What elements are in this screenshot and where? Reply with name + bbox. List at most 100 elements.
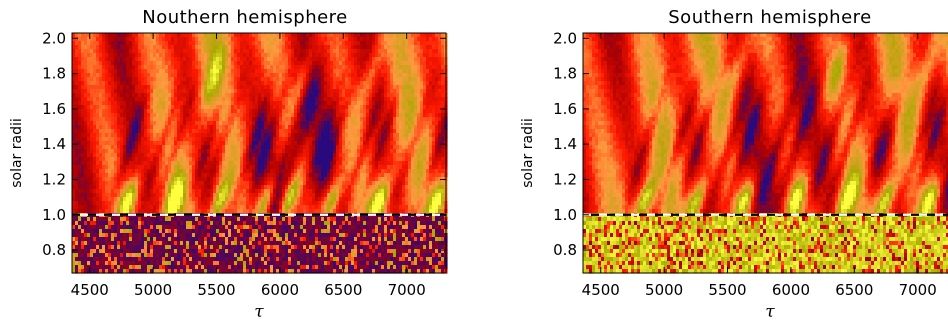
heatmap-cell bbox=[303, 33, 307, 38]
heatmap-cell bbox=[153, 41, 157, 46]
heatmap-cell bbox=[324, 33, 328, 38]
heatmap-cell bbox=[339, 53, 343, 58]
heatmap-cell bbox=[369, 53, 373, 58]
heatmap-cell bbox=[99, 49, 103, 54]
heatmap-cell bbox=[222, 41, 226, 46]
heatmap-cell bbox=[306, 41, 310, 46]
heatmap-cell bbox=[420, 37, 424, 42]
heatmap-cell bbox=[357, 45, 361, 50]
heatmap-cell bbox=[72, 33, 76, 38]
heatmap-cell bbox=[87, 33, 91, 38]
heatmap-cell bbox=[276, 49, 280, 54]
heatmap-cell bbox=[96, 45, 100, 50]
heatmap-cell bbox=[366, 33, 370, 38]
heatmap-cell bbox=[339, 33, 343, 38]
heatmap-cell bbox=[348, 37, 352, 42]
heatmap-cell bbox=[123, 33, 127, 38]
heatmap-cell bbox=[396, 33, 400, 38]
heatmap-cell bbox=[285, 45, 289, 50]
heatmap-cell bbox=[297, 33, 301, 38]
heatmap-cell bbox=[114, 33, 118, 38]
heatmap-cell bbox=[159, 37, 163, 42]
heatmap-cell bbox=[102, 57, 106, 62]
heatmap-cell bbox=[132, 49, 136, 54]
heatmap-cell bbox=[300, 53, 304, 58]
heatmap-cell bbox=[219, 41, 223, 46]
heatmap-cell bbox=[168, 45, 172, 50]
heatmap-cell bbox=[312, 37, 316, 42]
heatmap-cell bbox=[189, 37, 193, 42]
heatmap-cell bbox=[288, 41, 292, 46]
heatmap-cell bbox=[345, 49, 349, 54]
heatmap-cell bbox=[306, 45, 310, 50]
heatmap-cell bbox=[267, 45, 271, 50]
heatmap-cell bbox=[417, 49, 421, 54]
heatmap-cell bbox=[216, 49, 220, 54]
heatmap-cell bbox=[288, 45, 292, 50]
heatmap-cell bbox=[330, 33, 334, 38]
heatmap-cell bbox=[399, 53, 403, 58]
heatmap-cell bbox=[405, 53, 409, 58]
heatmap-cell bbox=[402, 37, 406, 42]
heatmap-cell bbox=[366, 53, 370, 58]
heatmap-cell bbox=[93, 45, 97, 50]
heatmap-cell bbox=[288, 33, 292, 38]
heatmap-cell bbox=[96, 49, 100, 54]
heatmap-cell bbox=[342, 45, 346, 50]
heatmap-cell bbox=[234, 45, 238, 50]
heatmap-cell bbox=[204, 53, 208, 58]
heatmap-cell bbox=[285, 49, 289, 54]
heatmap-cell bbox=[399, 41, 403, 46]
heatmap-cell bbox=[93, 37, 97, 42]
heatmap-cell bbox=[315, 33, 319, 38]
heatmap-cell bbox=[150, 45, 154, 50]
heatmap-cell bbox=[402, 45, 406, 50]
heatmap-cell bbox=[237, 53, 241, 58]
heatmap-cell bbox=[150, 49, 154, 54]
heatmap-cell bbox=[384, 33, 388, 38]
heatmap-cell bbox=[132, 41, 136, 46]
heatmap-cell bbox=[180, 37, 184, 42]
heatmap-cell bbox=[381, 45, 385, 50]
heatmap-cell bbox=[279, 49, 283, 54]
heatmap-cell bbox=[369, 41, 373, 46]
heatmap-cell bbox=[315, 49, 319, 54]
heatmap-cell bbox=[189, 33, 193, 38]
heatmap-cell bbox=[312, 49, 316, 54]
heatmap-cell bbox=[294, 53, 298, 58]
heatmap-cell bbox=[342, 41, 346, 46]
heatmap-cell bbox=[300, 33, 304, 38]
heatmap-cell bbox=[117, 33, 121, 38]
heatmap-cell bbox=[105, 53, 109, 58]
heatmap-cell bbox=[327, 45, 331, 50]
heatmap-cell bbox=[423, 53, 427, 58]
heatmap-cell bbox=[177, 45, 181, 50]
heatmap-cell bbox=[225, 33, 229, 38]
heatmap-cell bbox=[399, 45, 403, 50]
heatmap-cell bbox=[78, 41, 82, 46]
heatmap-cell bbox=[246, 53, 250, 58]
heatmap-cell bbox=[252, 41, 256, 46]
heatmap-cell bbox=[303, 45, 307, 50]
heatmap-cell bbox=[210, 49, 214, 54]
heatmap-cell bbox=[423, 49, 427, 54]
heatmap-cell bbox=[108, 53, 112, 58]
heatmap-cell bbox=[246, 49, 250, 54]
heatmap-cell bbox=[372, 37, 376, 42]
heatmap-cell bbox=[252, 45, 256, 50]
heatmap-cell bbox=[228, 33, 232, 38]
heatmap-cell bbox=[390, 41, 394, 46]
heatmap-cell bbox=[237, 33, 241, 38]
heatmap-cell bbox=[267, 33, 271, 38]
heatmap-cell bbox=[270, 45, 274, 50]
heatmap-cell bbox=[123, 41, 127, 46]
heatmap-cell bbox=[108, 45, 112, 50]
heatmap-cell bbox=[243, 49, 247, 54]
heatmap-cell bbox=[141, 49, 145, 54]
heatmap-cell bbox=[84, 45, 88, 50]
heatmap-cell bbox=[126, 37, 130, 42]
heatmap-cell bbox=[369, 45, 373, 50]
heatmap-cell bbox=[153, 53, 157, 58]
heatmap-cell bbox=[429, 49, 433, 54]
heatmap-cell bbox=[372, 33, 376, 38]
